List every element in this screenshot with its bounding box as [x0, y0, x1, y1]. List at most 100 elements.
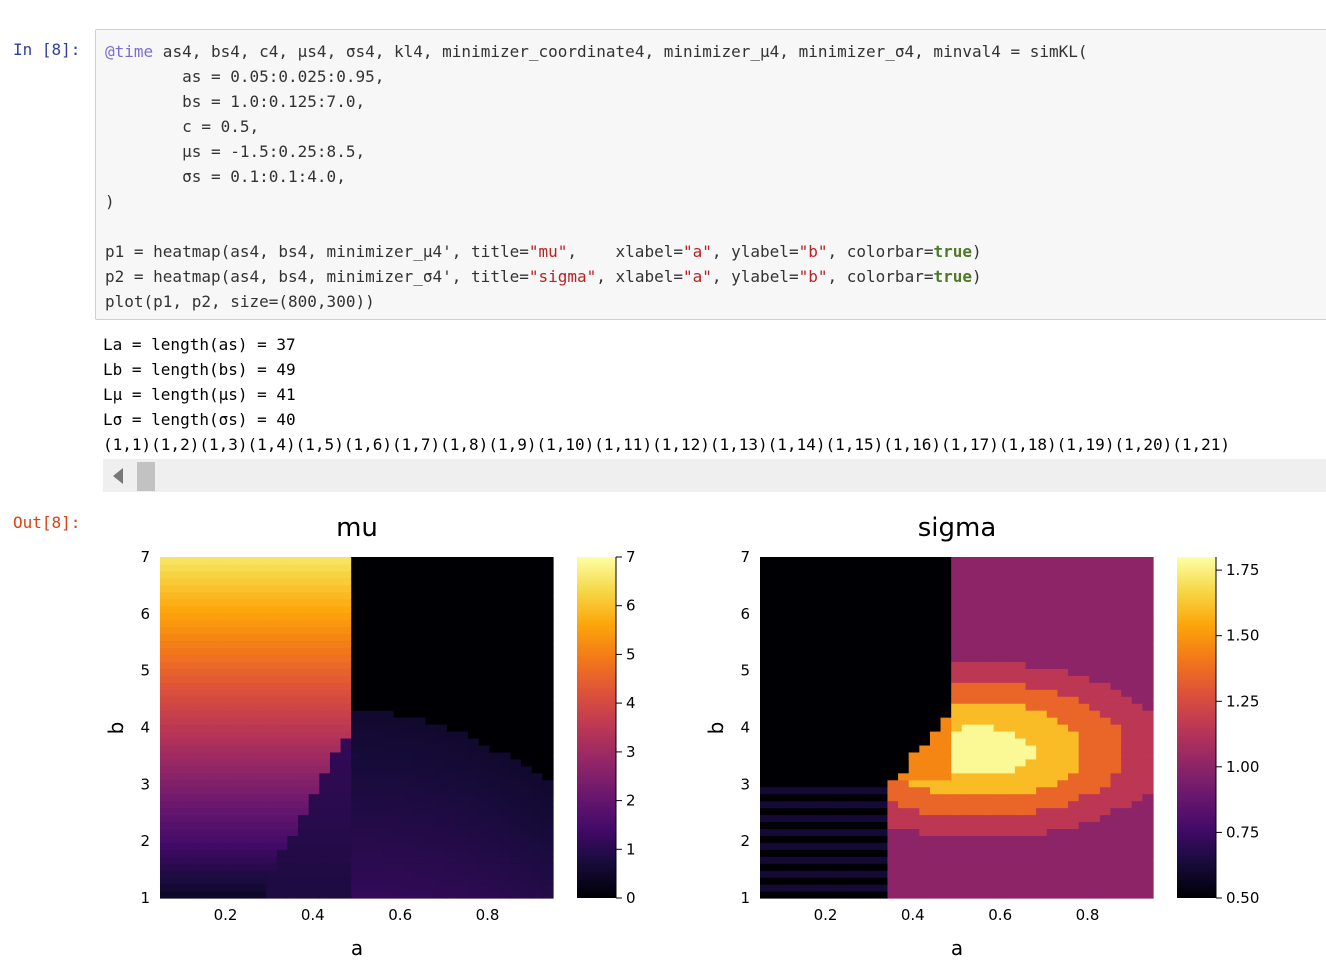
heatmap-cell [542, 842, 554, 850]
heatmap-cell [308, 647, 320, 656]
heatmap-cell [1004, 633, 1016, 642]
heatmap-cell [319, 661, 331, 669]
heatmap-cell [319, 842, 331, 850]
heatmap-cell [866, 661, 878, 669]
heatmap-cell [770, 751, 782, 760]
heatmap-cell [457, 633, 469, 642]
code-text[interactable]: @time as4, bs4, c4, μs4, σs4, kl4, minim… [105, 39, 1088, 314]
heatmap-cell [844, 842, 857, 850]
heatmap-cell [393, 612, 405, 621]
heatmap-cell [170, 730, 182, 739]
heatmap-cell [929, 772, 942, 781]
heatmap-cell [319, 772, 331, 781]
heatmap-cell [244, 696, 257, 704]
heatmap-cell [1078, 758, 1090, 767]
heatmap-cell [1014, 605, 1027, 614]
heatmap-cell [383, 598, 395, 607]
heatmap-cell [244, 870, 257, 878]
heatmap-cell [191, 849, 204, 857]
heatmap-cell [1078, 619, 1090, 628]
heatmap-cell [791, 821, 804, 830]
heatmap-cell [457, 800, 469, 809]
heatmap-cell [223, 793, 235, 802]
heatmap-cell [972, 758, 984, 767]
heatmap-cell [802, 598, 814, 607]
heatmap-cell [160, 703, 172, 711]
heatmap-cell [791, 779, 804, 788]
code-cell-editor[interactable]: @time as4, bs4, c4, μs4, σs4, kl4, minim… [95, 29, 1326, 320]
heatmap-cell [972, 744, 984, 753]
heatmap-cell [234, 647, 246, 656]
heatmap-cell [1014, 737, 1027, 746]
heatmap-cell [866, 828, 878, 836]
heatmap-cell [813, 842, 825, 850]
heatmap-cell [266, 640, 278, 649]
heatmap-cell [1025, 786, 1037, 795]
heatmap-cell [276, 605, 289, 614]
heatmap-cell [521, 612, 533, 621]
heatmap-cell [993, 877, 1005, 885]
heatmap-cell [489, 884, 501, 892]
heatmap-cell [1025, 751, 1037, 760]
heatmap-cell [425, 703, 437, 711]
stdout-line: La = length(as) = 37 [103, 335, 296, 354]
heatmap-cell [298, 863, 310, 871]
heatmap-cell [234, 703, 246, 711]
heatmap-cell [1121, 696, 1133, 704]
heatmap-cell [823, 744, 835, 753]
heatmap-cell [961, 758, 974, 767]
heatmap-cell [834, 779, 846, 788]
heatmap-cell [1025, 870, 1037, 878]
heatmap-cell [1068, 724, 1080, 732]
heatmap-cell [823, 563, 835, 572]
heatmap-cell [1099, 891, 1112, 899]
heatmap-cell [1121, 849, 1133, 857]
heatmap-cell [308, 654, 320, 662]
heatmap-cell [531, 640, 543, 649]
heatmap-cell [1057, 814, 1069, 823]
heatmap-cell [170, 619, 182, 628]
heatmap-cell [1110, 591, 1122, 600]
heatmap-cell [1068, 863, 1080, 871]
heatmap-cell [1089, 835, 1101, 843]
heatmap-cell [866, 675, 878, 683]
heatmap-cell [1121, 570, 1133, 579]
heatmap-cell [329, 598, 342, 607]
heatmap-cell [298, 675, 310, 683]
scroll-left-arrow-icon[interactable] [113, 468, 123, 484]
heatmap-cell [1121, 877, 1133, 885]
heatmap-cell [457, 849, 469, 857]
heatmap-cell [404, 717, 416, 725]
heatmap-cell [170, 682, 182, 690]
heatmap-cell [887, 696, 899, 704]
heatmap-cell [951, 724, 963, 732]
heatmap-cell [329, 779, 342, 788]
heatmap-cell [1025, 758, 1037, 767]
heatmap-cell [887, 821, 899, 830]
heatmap-cell [436, 807, 448, 816]
heatmap-cell [266, 675, 278, 683]
heatmap-cell [1046, 772, 1058, 781]
heatmap-cell [1014, 730, 1027, 739]
heatmap-cell [255, 863, 267, 871]
scrollbar-thumb[interactable] [137, 462, 155, 491]
heatmap-cell [531, 570, 543, 579]
heatmap-cell [1078, 744, 1090, 753]
heatmap-cell [1121, 612, 1133, 621]
heatmap-cell [802, 870, 814, 878]
heatmap-cell [489, 619, 501, 628]
heatmap-cell [181, 842, 193, 850]
heatmap-cell [1131, 703, 1143, 711]
heatmap-cell [993, 737, 1005, 746]
heatmap-cell [855, 557, 867, 565]
heatmap-cell [319, 758, 331, 767]
heatmap-cell [170, 884, 182, 892]
heatmap-cell [951, 689, 963, 697]
heatmap-cell [855, 814, 867, 823]
heatmap-cell [340, 675, 352, 683]
heatmap-cell [191, 584, 204, 593]
heatmap-cell [383, 849, 395, 857]
horizontal-scrollbar[interactable] [103, 459, 1326, 492]
heatmap-cell [298, 577, 310, 586]
heatmap-cell [181, 591, 193, 600]
